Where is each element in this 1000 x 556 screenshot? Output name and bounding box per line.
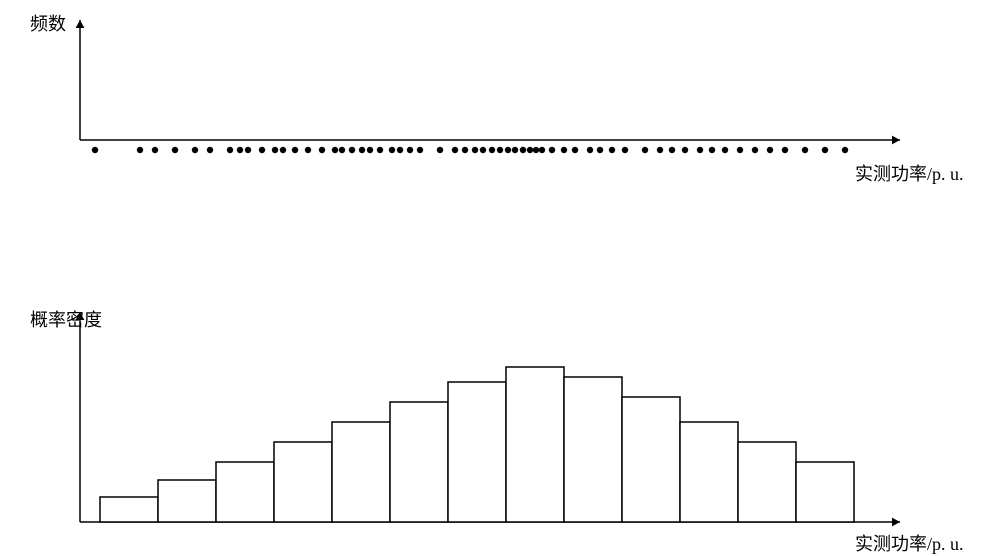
bottom-ylabel: 概率密度 [30, 310, 50, 331]
chart-canvas [0, 0, 1000, 555]
histogram-bars [100, 367, 854, 522]
top-ylabel: 频数 [30, 10, 66, 36]
figure-container: 频数 实测功率/p. u. 概率密度 实测功率/p. u. [0, 0, 1000, 555]
scatter-points [92, 147, 848, 153]
bottom-xlabel: 实测功率/p. u. [855, 530, 964, 556]
top-xlabel: 实测功率/p. u. [855, 160, 964, 186]
